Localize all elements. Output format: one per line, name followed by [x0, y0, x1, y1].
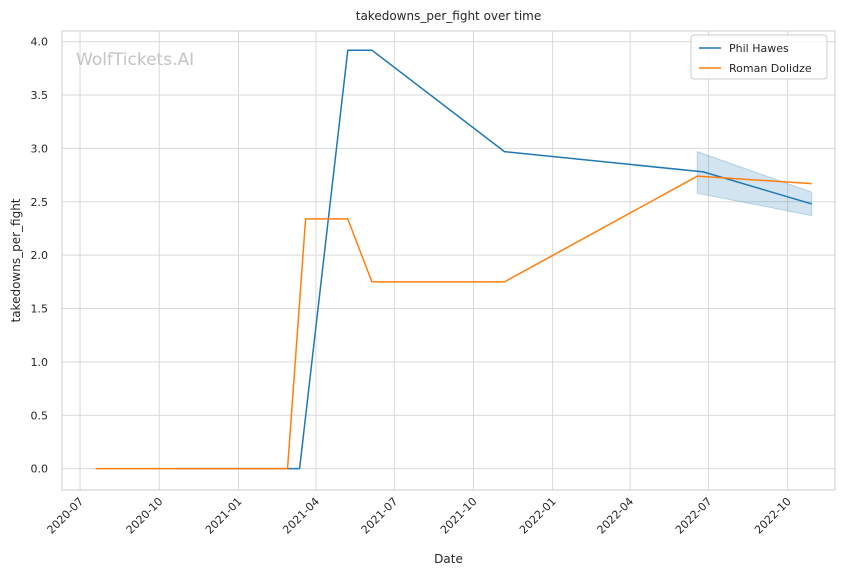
- x-tick-label: 2022-10: [752, 495, 794, 537]
- legend-label: Roman Dolidze: [729, 62, 812, 75]
- x-tick-label: 2022-07: [673, 495, 715, 537]
- y-tick-label: 2.5: [31, 196, 49, 209]
- y-tick-label: 1.0: [31, 356, 49, 369]
- chart-title: takedowns_per_fight over time: [356, 9, 542, 23]
- series-lines: [95, 49, 812, 470]
- x-axis-ticks: 2020-07 2020-10 2021-01 2021-04 2021-07 2021-…: [45, 495, 794, 537]
- x-tick-label: 2020-07: [45, 495, 87, 537]
- x-tick-label: 2021-07: [359, 495, 401, 537]
- x-tick-label: 2022-04: [595, 495, 637, 537]
- y-tick-label: 1.5: [31, 303, 49, 316]
- y-tick-label: 2.0: [31, 249, 49, 262]
- y-tick-label: 3.5: [31, 89, 49, 102]
- y-tick-label: 3.0: [31, 142, 49, 155]
- y-tick-label: 0.0: [31, 463, 49, 476]
- x-tick-label: 2022-01: [517, 495, 559, 537]
- series-line: [95, 175, 812, 470]
- grid: [62, 31, 835, 490]
- plot-frame: [61, 30, 836, 491]
- x-tick-label: 2021-10: [438, 495, 480, 537]
- legend: Phil Hawes Roman Dolidze: [690, 34, 828, 80]
- x-tick-label: 2021-04: [280, 495, 322, 537]
- y-tick-label: 0.5: [31, 409, 49, 422]
- legend-box: [690, 34, 828, 80]
- series-line: [175, 49, 812, 470]
- x-tick-label: 2020-10: [124, 495, 166, 537]
- x-tick-label: 2021-01: [203, 495, 245, 537]
- y-axis-label: takedowns_per_fight: [9, 198, 23, 322]
- watermark: WolfTickets.AI: [76, 50, 194, 70]
- x-axis-label: Date: [434, 552, 463, 566]
- legend-label: Phil Hawes: [729, 42, 789, 55]
- confidence-bands: [696, 150, 813, 217]
- y-axis-ticks: 0.0 0.5 1.0 1.5 2.0 2.5 3.0 3.5 4.0: [31, 36, 49, 476]
- confidence-band: [696, 150, 813, 217]
- y-tick-label: 4.0: [31, 36, 49, 49]
